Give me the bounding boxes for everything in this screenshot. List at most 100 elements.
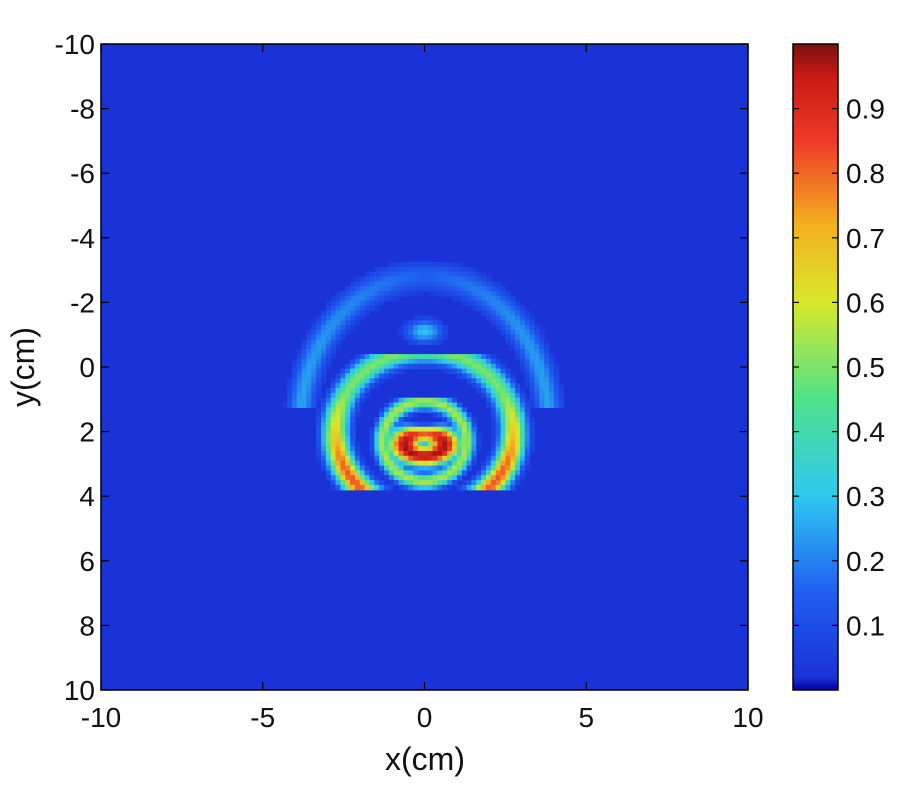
heatmap-cell <box>452 431 458 438</box>
heatmap-cell <box>403 480 409 486</box>
heatmap-cell <box>374 286 380 292</box>
heatmap-cell <box>476 475 482 481</box>
heatmap-cell <box>534 334 540 341</box>
heatmap-cell <box>340 378 346 384</box>
heatmap-cell <box>345 363 351 370</box>
heatmap-cell <box>500 392 506 399</box>
heatmap-cell <box>350 358 356 365</box>
heatmap-cell <box>485 315 492 321</box>
heatmap-cell <box>456 417 463 423</box>
heatmap-cell <box>393 412 400 418</box>
heatmap-cell <box>500 470 506 476</box>
heatmap-cell <box>354 276 361 282</box>
heatmap-cell <box>485 276 492 282</box>
heatmap-cell <box>495 286 502 292</box>
heatmap-cell <box>490 484 497 491</box>
heatmap-cell <box>350 465 356 471</box>
heatmap-cell <box>408 484 414 491</box>
heatmap-cell <box>340 470 346 476</box>
heatmap-cell <box>452 402 458 408</box>
heatmap-cell <box>320 441 327 447</box>
heatmap-cell <box>490 320 497 326</box>
heatmap-cell <box>456 266 463 273</box>
heatmap-cell <box>485 465 492 471</box>
heatmap-cell <box>398 397 405 404</box>
heatmap-cell <box>505 334 511 341</box>
heatmap-cell <box>291 383 298 389</box>
heatmap-cell <box>364 392 371 399</box>
heatmap-cell <box>461 276 468 282</box>
heatmap-cell <box>510 383 516 389</box>
heatmap-cell <box>490 412 497 418</box>
heatmap-cell <box>345 436 351 442</box>
heatmap-cell <box>529 329 536 336</box>
heatmap-cell <box>505 475 511 481</box>
heatmap-cell <box>505 407 511 413</box>
heatmap-cell <box>403 397 409 404</box>
heatmap-cell <box>354 295 361 302</box>
heatmap-cell <box>330 310 337 316</box>
heatmap-cell <box>471 373 477 379</box>
heatmap-cell <box>330 378 337 384</box>
heatmap-cell <box>481 281 487 287</box>
heatmap-cell <box>330 295 337 302</box>
heatmap-cell <box>510 426 516 433</box>
heatmap-cell <box>316 358 322 365</box>
heatmap-cell <box>316 315 322 321</box>
heatmap-cell <box>384 407 390 413</box>
heatmap-cell <box>471 460 477 467</box>
heatmap-cell <box>408 262 414 268</box>
heatmap-cell <box>461 291 468 297</box>
heatmap-cell <box>427 421 434 428</box>
heatmap-cell <box>466 436 473 442</box>
heatmap-cell <box>384 363 390 370</box>
x-tick-label: -5 <box>250 702 275 733</box>
heatmap-cell <box>291 388 298 394</box>
heatmap-cell <box>398 484 405 491</box>
heatmap-cell <box>481 286 487 292</box>
heatmap-cell <box>398 465 405 471</box>
heatmap-cell <box>340 368 346 375</box>
heatmap-cell <box>316 329 322 336</box>
heatmap-cell <box>398 441 405 447</box>
heatmap-cell <box>388 431 395 438</box>
heatmap-cell <box>359 460 366 467</box>
colorbar-tick-label: 0.4 <box>846 417 885 448</box>
heatmap-cell <box>471 291 477 297</box>
heatmap-cell <box>461 363 468 370</box>
heatmap-cell <box>422 262 429 268</box>
heatmap-cell <box>485 460 492 467</box>
heatmap-cell <box>388 295 395 302</box>
heatmap-cell <box>442 262 448 268</box>
heatmap-cell <box>374 383 380 389</box>
heatmap-cell <box>466 295 473 302</box>
heatmap-cell <box>364 276 371 282</box>
heatmap-cell <box>534 368 540 375</box>
heatmap-cell <box>418 446 424 452</box>
heatmap-cell <box>452 262 458 268</box>
heatmap-cell <box>515 407 521 413</box>
heatmap-cell <box>335 480 341 486</box>
heatmap-cell <box>442 363 448 370</box>
heatmap-cell <box>340 436 346 442</box>
heatmap-cell <box>515 388 521 394</box>
heatmap-cell <box>374 446 380 452</box>
heatmap-cell <box>490 426 497 433</box>
heatmap-cell <box>461 358 468 365</box>
heatmap-cell <box>456 262 463 268</box>
heatmap-cell <box>374 480 380 486</box>
heatmap-cell <box>481 383 487 389</box>
heatmap-cell <box>549 397 555 404</box>
heatmap-cell <box>330 320 337 326</box>
heatmap-cell <box>495 417 502 423</box>
heatmap-cell <box>320 450 327 457</box>
heatmap-cell <box>320 455 327 462</box>
heatmap-cell <box>306 339 312 345</box>
heatmap-cell <box>364 373 371 379</box>
heatmap-cell <box>529 358 536 365</box>
heatmap-cell <box>330 450 337 457</box>
heatmap-cell <box>432 286 439 292</box>
heatmap-cell <box>447 421 453 428</box>
heatmap-cell <box>510 325 516 331</box>
heatmap-cell <box>379 354 385 360</box>
